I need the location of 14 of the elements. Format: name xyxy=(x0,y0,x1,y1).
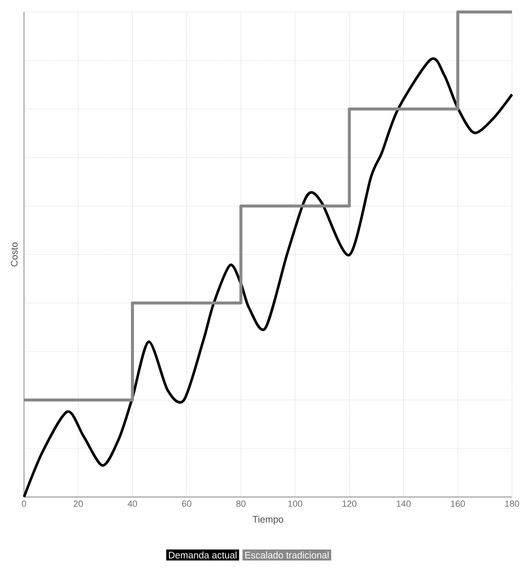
x-tick-label: 0 xyxy=(22,500,26,507)
x-tick-label: 20 xyxy=(74,500,83,507)
text: Demanda actual xyxy=(168,552,236,558)
y-axis-title: Costo xyxy=(10,242,18,266)
x-tick-label: 100 xyxy=(288,500,302,507)
text: Escalado tradicional xyxy=(245,552,329,558)
x-axis-title: Tiempo xyxy=(252,516,284,525)
x-tick-label: 180 xyxy=(505,500,520,507)
x-tick-label: 60 xyxy=(182,500,192,507)
x-tick-label: 40 xyxy=(128,500,138,507)
x-tick-label: 140 xyxy=(396,500,411,507)
x-tick-label: 120 xyxy=(342,500,356,507)
x-tick-label: 80 xyxy=(236,500,246,507)
x-tick-label: 160 xyxy=(450,500,465,507)
